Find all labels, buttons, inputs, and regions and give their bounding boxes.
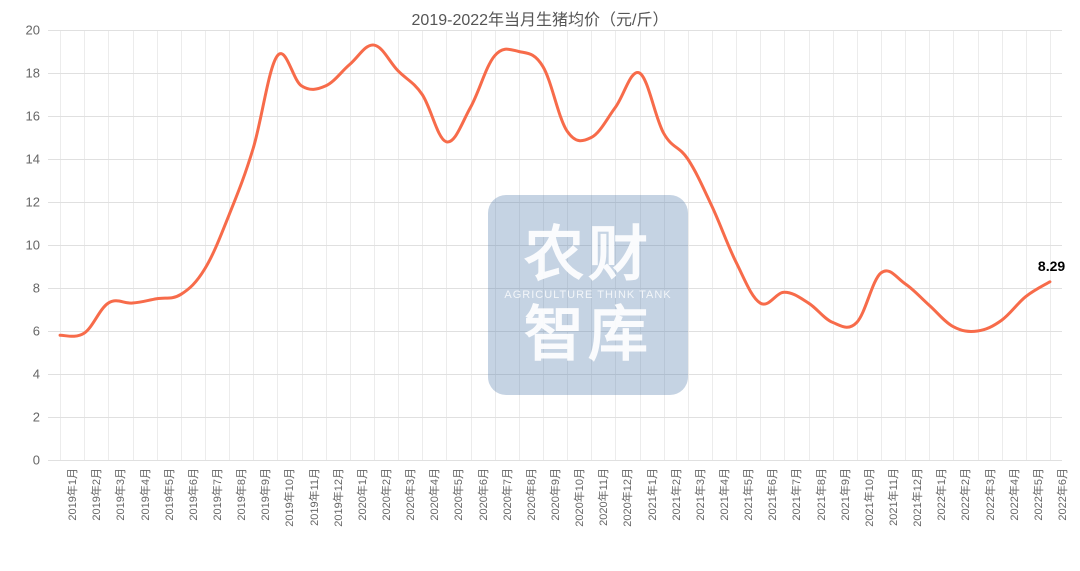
y-tick-label: 0 xyxy=(33,453,40,468)
y-tick-label: 16 xyxy=(26,109,40,124)
end-data-label: 8.29 xyxy=(1038,258,1065,274)
x-tick-label: 2021年11月 xyxy=(885,468,901,526)
x-tick-label: 2021年8月 xyxy=(813,468,829,521)
y-tick-label: 12 xyxy=(26,195,40,210)
x-tick-label: 2019年3月 xyxy=(112,468,128,521)
y-tick-label: 4 xyxy=(33,367,40,382)
x-tick-label: 2019年6月 xyxy=(185,468,201,521)
x-tick-label: 2019年7月 xyxy=(209,468,225,521)
x-tick-label: 2020年7月 xyxy=(499,468,515,521)
line-chart-svg xyxy=(48,30,1062,460)
x-tick-label: 2020年12月 xyxy=(619,468,635,527)
x-tick-label: 2021年6月 xyxy=(764,468,780,521)
x-tick-label: 2019年2月 xyxy=(88,468,104,521)
x-tick-label: 2020年2月 xyxy=(378,468,394,521)
x-tick-label: 2020年4月 xyxy=(426,468,442,521)
x-axis: 2019年1月 2019年2月 2019年3月 2019年4月 2019年5月 2019年… xyxy=(48,462,1062,562)
x-tick-label: 2020年1月 xyxy=(354,468,370,521)
x-tick-label: 2021年4月 xyxy=(716,468,732,521)
y-tick-label: 18 xyxy=(26,66,40,81)
x-tick-label: 2020年5月 xyxy=(450,468,466,521)
x-tick-label: 2020年11月 xyxy=(595,468,611,526)
chart-container: 2019-2022年当月生猪均价（元/斤） 02468101214161820 … xyxy=(0,0,1080,571)
x-tick-label: 2020年10月 xyxy=(571,468,587,527)
x-tick-label: 2021年12月 xyxy=(909,468,925,527)
y-tick-label: 6 xyxy=(33,324,40,339)
x-tick-label: 2021年9月 xyxy=(837,468,853,521)
x-tick-label: 2020年3月 xyxy=(402,468,418,521)
x-tick-label: 2019年12月 xyxy=(330,468,346,527)
x-tick-label: 2021年7月 xyxy=(788,468,804,521)
x-tick-label: 2019年8月 xyxy=(233,468,249,521)
chart-title: 2019-2022年当月生猪均价（元/斤） xyxy=(0,0,1080,30)
y-tick-label: 20 xyxy=(26,23,40,38)
y-axis: 02468101214161820 xyxy=(0,30,48,460)
x-tick-label: 2021年2月 xyxy=(668,468,684,521)
x-tick-label: 2021年10月 xyxy=(861,468,877,527)
x-tick-label: 2019年9月 xyxy=(257,468,273,521)
x-tick-label: 2022年6月 xyxy=(1054,468,1070,521)
x-tick-label: 2019年1月 xyxy=(64,468,80,521)
x-tick-label: 2020年8月 xyxy=(523,468,539,521)
x-tick-label: 2021年3月 xyxy=(692,468,708,521)
y-tick-label: 2 xyxy=(33,410,40,425)
x-tick-label: 2019年4月 xyxy=(137,468,153,521)
x-tick-label: 2022年2月 xyxy=(957,468,973,521)
x-tick-label: 2020年9月 xyxy=(547,468,563,521)
x-tick-label: 2022年3月 xyxy=(982,468,998,521)
x-tick-label: 2019年11月 xyxy=(306,468,322,526)
x-tick-label: 2019年5月 xyxy=(161,468,177,521)
price-line xyxy=(60,45,1050,336)
y-tick-label: 10 xyxy=(26,238,40,253)
x-tick-label: 2021年1月 xyxy=(644,468,660,521)
x-tick-label: 2022年5月 xyxy=(1030,468,1046,521)
x-tick-label: 2020年6月 xyxy=(475,468,491,521)
x-tick-label: 2019年10月 xyxy=(281,468,297,527)
x-tick-label: 2022年4月 xyxy=(1006,468,1022,521)
plot-area: 农财 AGRICULTURE THINK TANK 智库 8.29 xyxy=(48,30,1062,460)
y-tick-label: 14 xyxy=(26,152,40,167)
x-tick-label: 2022年1月 xyxy=(933,468,949,521)
x-tick-label: 2021年5月 xyxy=(740,468,756,521)
gridline-horizontal xyxy=(48,460,1062,461)
y-tick-label: 8 xyxy=(33,281,40,296)
